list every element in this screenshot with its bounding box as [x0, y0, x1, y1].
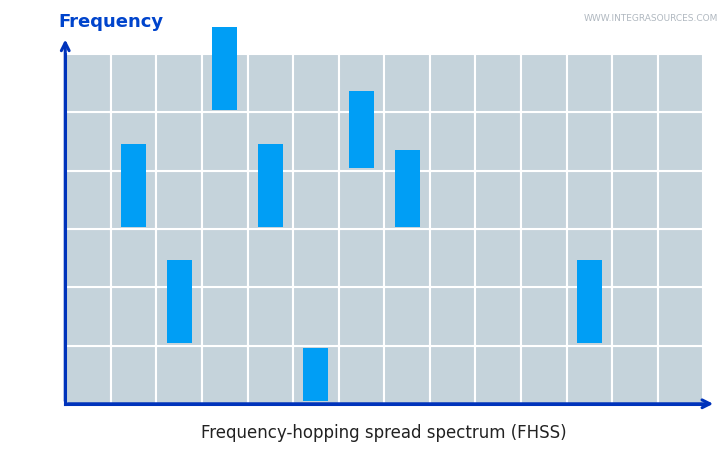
Bar [476, 171, 521, 230]
Bar [521, 113, 566, 171]
Bar [476, 346, 521, 404]
Bar [339, 288, 384, 346]
Bar [476, 288, 521, 346]
Bar [566, 288, 612, 346]
Bar [111, 55, 157, 113]
Bar [167, 261, 191, 343]
Text: Frequency: Frequency [59, 13, 164, 31]
Bar [202, 346, 247, 404]
Bar [430, 288, 476, 346]
Bar [65, 230, 111, 288]
Bar [202, 288, 247, 346]
Bar [658, 55, 703, 113]
Bar [476, 230, 521, 288]
Bar [384, 113, 430, 171]
Bar [111, 171, 157, 230]
Bar [293, 230, 339, 288]
Bar [566, 171, 612, 230]
Bar [111, 288, 157, 346]
Bar [65, 113, 111, 171]
Bar [430, 113, 476, 171]
Bar [157, 113, 202, 171]
Bar [384, 55, 430, 113]
Bar [293, 288, 339, 346]
Bar [212, 28, 237, 111]
Bar [612, 288, 658, 346]
Bar [157, 55, 202, 113]
Bar [293, 113, 339, 171]
Bar [303, 348, 328, 402]
Bar [566, 230, 612, 288]
Bar [65, 171, 111, 230]
Bar [430, 55, 476, 113]
Bar [202, 230, 247, 288]
Bar [202, 171, 247, 230]
Bar [111, 230, 157, 288]
Bar [521, 55, 566, 113]
Bar [521, 288, 566, 346]
Bar [339, 55, 384, 113]
Bar [521, 346, 566, 404]
Bar [247, 113, 293, 171]
Bar [339, 113, 384, 171]
Bar [339, 346, 384, 404]
Bar [349, 92, 374, 169]
Bar [293, 346, 339, 404]
Bar [658, 346, 703, 404]
Bar [157, 171, 202, 230]
Bar [430, 346, 476, 404]
Bar [202, 113, 247, 171]
Bar [258, 145, 283, 227]
Bar [121, 145, 146, 227]
Bar [339, 171, 384, 230]
Bar [566, 346, 612, 404]
Bar [384, 288, 430, 346]
Bar [157, 346, 202, 404]
Bar [65, 288, 111, 346]
Bar [111, 346, 157, 404]
Bar [566, 55, 612, 113]
Bar [612, 55, 658, 113]
Bar [247, 288, 293, 346]
Bar [202, 55, 247, 113]
Bar [577, 261, 602, 343]
Bar [65, 55, 111, 113]
Bar [247, 171, 293, 230]
Bar [293, 171, 339, 230]
Bar [384, 346, 430, 404]
Bar [476, 113, 521, 171]
Bar [476, 55, 521, 113]
Bar [65, 346, 111, 404]
Bar [339, 230, 384, 288]
Bar [566, 113, 612, 171]
Bar [612, 171, 658, 230]
Bar [247, 230, 293, 288]
Bar [521, 230, 566, 288]
Bar [658, 288, 703, 346]
Bar [430, 230, 476, 288]
Bar [293, 55, 339, 113]
Text: Frequency-hopping spread spectrum (FHSS): Frequency-hopping spread spectrum (FHSS) [202, 423, 567, 441]
Bar [612, 113, 658, 171]
Bar [658, 171, 703, 230]
Text: WWW.INTEGRASOURCES.COM: WWW.INTEGRASOURCES.COM [584, 14, 718, 23]
Bar [247, 346, 293, 404]
Bar [384, 171, 430, 230]
Bar [247, 55, 293, 113]
Bar [157, 288, 202, 346]
Bar [658, 113, 703, 171]
Bar [384, 230, 430, 288]
Bar [658, 230, 703, 288]
Bar [612, 230, 658, 288]
Bar [157, 230, 202, 288]
Bar [111, 113, 157, 171]
Bar [521, 171, 566, 230]
Bar [394, 151, 420, 227]
Bar [612, 346, 658, 404]
Bar [430, 171, 476, 230]
